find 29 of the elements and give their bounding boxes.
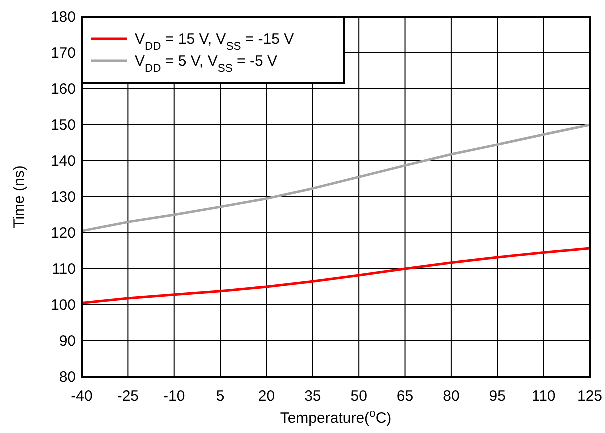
y-tick-label: 100 — [50, 297, 76, 314]
x-tick-label: 20 — [258, 388, 276, 405]
y-tick-label: 170 — [50, 45, 76, 62]
legend-label: V$_{DD}$ = 15 V, V$_{SS}$ = -15 V — [135, 31, 294, 53]
y-tick-label: 150 — [50, 117, 76, 134]
legend-label: V$_{DD}$ = 5 V, V$_{SS}$ = -5 V — [135, 53, 278, 75]
x-tick-label: 95 — [489, 388, 506, 405]
line-series — [80, 124, 592, 232]
x-tick-label: 65 — [396, 388, 414, 405]
x-tick-label: -25 — [117, 388, 140, 405]
x-tick-label: 5 — [216, 388, 225, 405]
y-tick-label: 140 — [50, 153, 76, 170]
y-tick-label: 110 — [52, 261, 76, 278]
x-tick-label: 35 — [304, 388, 322, 405]
x-tick-label: 110 — [532, 388, 556, 405]
line-series — [80, 247, 592, 304]
y-axis-title: Time (ns) — [11, 166, 28, 228]
x-tick-label: -40 — [71, 388, 93, 405]
y-tick-label: 160 — [50, 81, 76, 98]
x-axis-title: Temperature($^{o}$C) — [280, 408, 392, 427]
y-tick-label: 80 — [59, 369, 76, 386]
x-tick-label: 50 — [350, 388, 368, 405]
y-tick-label: 90 — [59, 333, 76, 350]
y-tick-label: 180 — [50, 9, 76, 26]
x-tick-label: 125 — [577, 388, 603, 405]
x-tick-label: -10 — [164, 388, 186, 405]
x-tick-label: 80 — [443, 388, 460, 405]
y-tick-label: 120 — [50, 225, 76, 242]
y-tick-label: 130 — [50, 189, 76, 206]
